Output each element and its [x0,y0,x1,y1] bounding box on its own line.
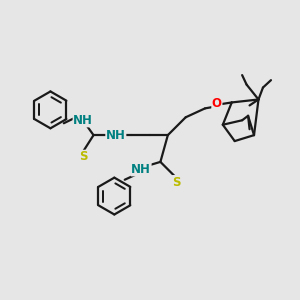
Text: NH: NH [73,114,93,127]
Text: NH: NH [106,129,126,142]
Text: S: S [172,176,181,189]
Text: S: S [79,150,87,163]
Text: NH: NH [131,163,151,176]
Text: O: O [212,98,222,110]
